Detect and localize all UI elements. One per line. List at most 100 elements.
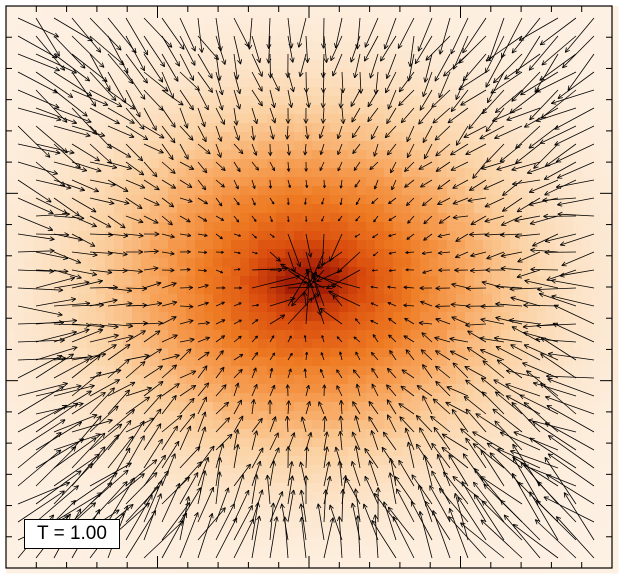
heatmap-cell: [573, 195, 583, 205]
heatmap-cell: [348, 87, 358, 97]
heatmap-cell: [267, 114, 277, 124]
heatmap-cell: [78, 150, 88, 160]
velocity-arrow: [161, 233, 175, 239]
heatmap-cell: [600, 123, 610, 133]
heatmap-cell: [150, 456, 160, 466]
heatmap-cell: [573, 51, 583, 61]
heatmap-cell: [51, 60, 61, 70]
heatmap-cell: [600, 537, 610, 547]
heatmap-cell: [285, 132, 295, 142]
heatmap-cell: [33, 195, 43, 205]
heatmap-cell: [555, 348, 565, 358]
heatmap-cell: [60, 249, 70, 259]
heatmap-cell: [528, 69, 538, 79]
heatmap-cell: [357, 438, 367, 448]
heatmap-cell: [357, 393, 367, 403]
velocity-arrow: [125, 89, 141, 118]
heatmap-cell: [96, 420, 106, 430]
heatmap-cell: [456, 339, 466, 349]
heatmap-cell: [312, 267, 322, 277]
heatmap-cell: [501, 366, 511, 376]
heatmap-cell: [186, 177, 196, 187]
heatmap-cell: [537, 132, 547, 142]
heatmap-cell: [357, 483, 367, 493]
velocity-arrow: [371, 367, 379, 379]
heatmap-cell: [96, 213, 106, 223]
heatmap-cell: [87, 24, 97, 34]
velocity-arrow: [143, 125, 165, 139]
heatmap-cell: [114, 258, 124, 268]
heatmap-cell: [114, 195, 124, 205]
heatmap-cell: [240, 285, 250, 295]
heatmap-cell: [87, 330, 97, 340]
heatmap-cell: [555, 402, 565, 412]
heatmap-cell: [42, 294, 52, 304]
velocity-arrow: [107, 358, 130, 379]
heatmap-cell: [348, 123, 358, 133]
heatmap-cell: [573, 501, 583, 511]
heatmap-cell: [447, 546, 457, 556]
heatmap-cell: [204, 375, 214, 385]
heatmap-cell: [420, 96, 430, 106]
heatmap-cell: [168, 6, 178, 16]
velocity-arrow: [233, 335, 242, 343]
heatmap-cell: [501, 51, 511, 61]
heatmap-cell: [114, 339, 124, 349]
heatmap-cell: [393, 510, 403, 520]
heatmap-cell: [411, 483, 421, 493]
heatmap-cell: [60, 33, 70, 43]
heatmap-cell: [339, 339, 349, 349]
heatmap-cell: [483, 312, 493, 322]
heatmap-cell: [60, 411, 70, 421]
heatmap-cell: [600, 240, 610, 250]
heatmap-cell: [402, 258, 412, 268]
heatmap-cell: [204, 411, 214, 421]
heatmap-cell: [510, 177, 520, 187]
heatmap-cell: [501, 42, 511, 52]
heatmap-cell: [582, 204, 592, 214]
heatmap-cell: [168, 285, 178, 295]
heatmap-cell: [33, 555, 43, 565]
heatmap-cell: [447, 429, 457, 439]
heatmap-cell: [555, 474, 565, 484]
heatmap-cell: [168, 150, 178, 160]
velocity-arrow: [386, 143, 397, 156]
heatmap-cell: [528, 42, 538, 52]
heatmap-cell: [285, 483, 295, 493]
heatmap-cell: [51, 312, 61, 322]
heatmap-cell: [438, 510, 448, 520]
heatmap-cell: [51, 6, 61, 16]
heatmap-cell: [384, 447, 394, 457]
heatmap-cell: [186, 114, 196, 124]
velocity-arrow: [297, 17, 307, 48]
velocity-arrow: [355, 383, 361, 397]
heatmap-cell: [330, 474, 340, 484]
heatmap-cell: [42, 186, 52, 196]
heatmap-cell: [78, 51, 88, 61]
velocity-arrow: [269, 267, 283, 273]
velocity-arrow: [533, 143, 559, 169]
heatmap-cell: [600, 222, 610, 232]
heatmap-cell: [474, 402, 484, 412]
heatmap-cell: [357, 267, 367, 277]
heatmap-cell: [69, 267, 79, 277]
heatmap-cell: [6, 537, 16, 547]
heatmap-cell: [105, 555, 115, 565]
heatmap-cell: [195, 186, 205, 196]
heatmap-cell: [24, 321, 34, 331]
heatmap-cell: [276, 402, 286, 412]
heatmap-cell: [15, 51, 25, 61]
heatmap-cell: [240, 159, 250, 169]
velocity-arrow: [353, 336, 361, 343]
heatmap-cell: [330, 60, 340, 70]
heatmap-cell: [519, 411, 529, 421]
velocity-arrow: [559, 233, 595, 247]
heatmap-cell: [573, 87, 583, 97]
heatmap-cell: [123, 213, 133, 223]
heatmap-cell: [402, 105, 412, 115]
heatmap-cell: [24, 168, 34, 178]
heatmap-cell: [438, 366, 448, 376]
heatmap-cell: [573, 294, 583, 304]
heatmap-cell: [51, 213, 61, 223]
heatmap-cell: [447, 465, 457, 475]
